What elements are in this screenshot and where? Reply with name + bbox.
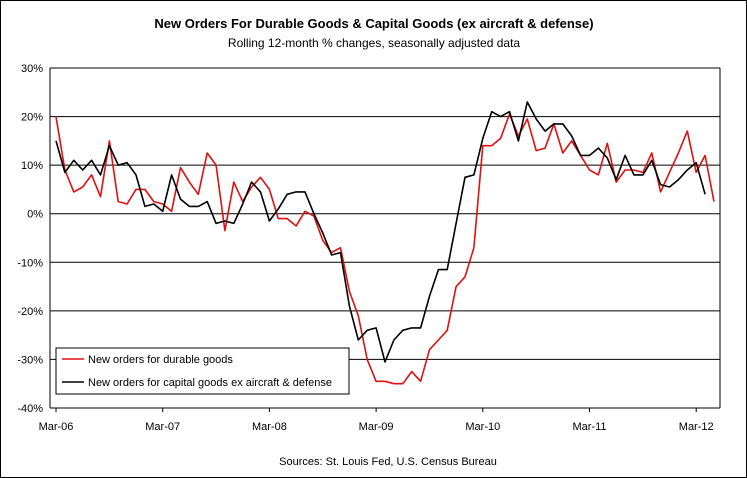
chart-source: Sources: St. Louis Fed, U.S. Census Bure…	[279, 456, 497, 468]
x-axis-tick-labels: Mar-06 Mar-07 Mar-08 Mar-09 Mar-10 Mar-11 Mar-…	[39, 408, 714, 433]
legend-label-capital-goods: New orders for capital goods ex aircraft…	[88, 377, 332, 389]
y-tick-label: 20%	[21, 112, 43, 124]
x-tick-label: Mar-06	[39, 421, 74, 433]
x-tick-label: Mar-10	[465, 421, 500, 433]
legend: New orders for durable goods New orders …	[55, 347, 350, 395]
y-tick-label: 0%	[27, 209, 43, 221]
chart-subtitle: Rolling 12-month % changes, seasonally a…	[228, 36, 521, 50]
x-tick-label: Mar-07	[145, 421, 180, 433]
y-tick-label: -10%	[17, 257, 43, 269]
x-tick-label: Mar-12	[679, 421, 714, 433]
legend-label-durable-goods: New orders for durable goods	[88, 354, 233, 366]
y-tick-label: -20%	[17, 306, 43, 318]
axes	[49, 68, 721, 409]
x-tick-label: Mar-08	[252, 421, 287, 433]
chart-title: New Orders For Durable Goods & Capital G…	[154, 16, 593, 31]
y-gridlines	[50, 67, 720, 409]
series-lines	[55, 101, 715, 385]
y-tick-label: -40%	[17, 403, 43, 415]
x-tick-label: Mar-11	[572, 421, 606, 433]
y-tick-label: 10%	[21, 160, 43, 172]
y-tick-label: -30%	[17, 354, 43, 366]
series-line-1	[55, 101, 706, 363]
legend-box	[55, 347, 350, 395]
y-axis-tick-labels: 30% 20% 10% 0% -10% -20% -30% -40%	[17, 63, 43, 415]
series-line-0	[55, 113, 715, 385]
y-tick-label: 30%	[21, 63, 43, 75]
x-tick-label: Mar-09	[359, 421, 394, 433]
